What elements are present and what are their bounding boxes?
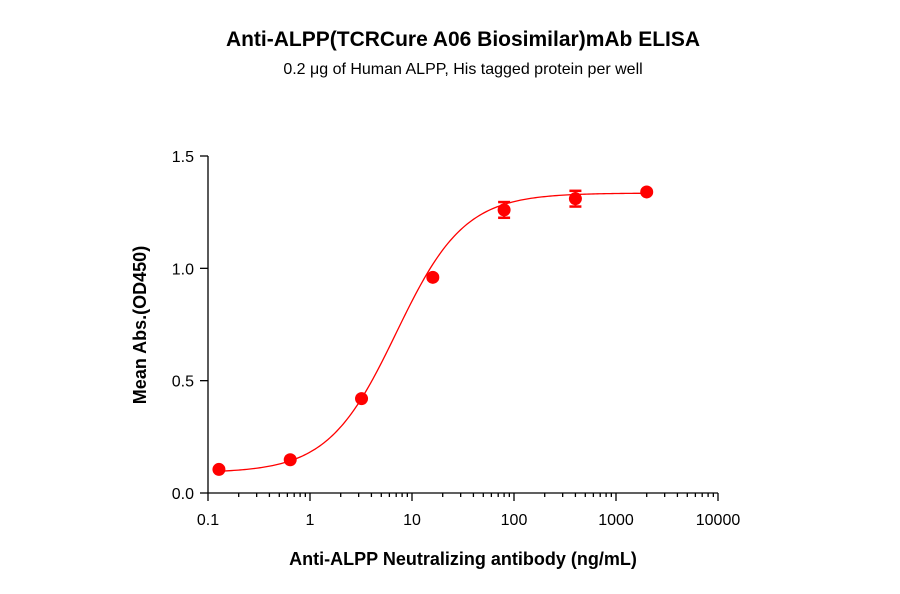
fit-curve bbox=[218, 192, 647, 472]
y-tick-label: 0.0 bbox=[172, 486, 194, 503]
y-tick-label: 1.5 bbox=[172, 149, 194, 166]
x-tick-labels: 0.1 1 10 100 1000 10000 bbox=[197, 512, 740, 529]
y-axis-title: Mean Abs.(OD450) bbox=[130, 246, 150, 404]
data-points bbox=[212, 185, 654, 476]
x-tick-label: 0.1 bbox=[197, 512, 219, 529]
y-tick-label: 0.5 bbox=[172, 374, 194, 391]
x-tick-label: 10000 bbox=[696, 512, 741, 529]
data-point bbox=[212, 462, 226, 476]
x-tick-label: 1000 bbox=[598, 512, 634, 529]
chart-title: Anti-ALPP(TCRCure A06 Biosimilar)mAb ELI… bbox=[226, 28, 700, 51]
axes bbox=[200, 155, 719, 501]
data-point bbox=[640, 185, 654, 199]
data-point bbox=[355, 392, 369, 406]
data-point bbox=[497, 203, 511, 217]
data-point bbox=[568, 192, 582, 206]
chart-subtitle: 0.2 μg of Human ALPP, His tagged protein… bbox=[283, 61, 642, 78]
fit-curve-layer bbox=[218, 192, 647, 472]
x-tick-label: 100 bbox=[501, 512, 528, 529]
x-tick-label: 1 bbox=[306, 512, 315, 529]
data-point bbox=[283, 453, 297, 467]
x-tick-label: 10 bbox=[403, 512, 421, 529]
data-point bbox=[426, 270, 440, 284]
y-tick-label: 1.0 bbox=[172, 261, 194, 278]
x-axis-title: Anti-ALPP Neutralizing antibody (ng/mL) bbox=[289, 549, 637, 569]
y-tick-labels: 0.0 0.5 1.0 1.5 bbox=[172, 149, 194, 503]
